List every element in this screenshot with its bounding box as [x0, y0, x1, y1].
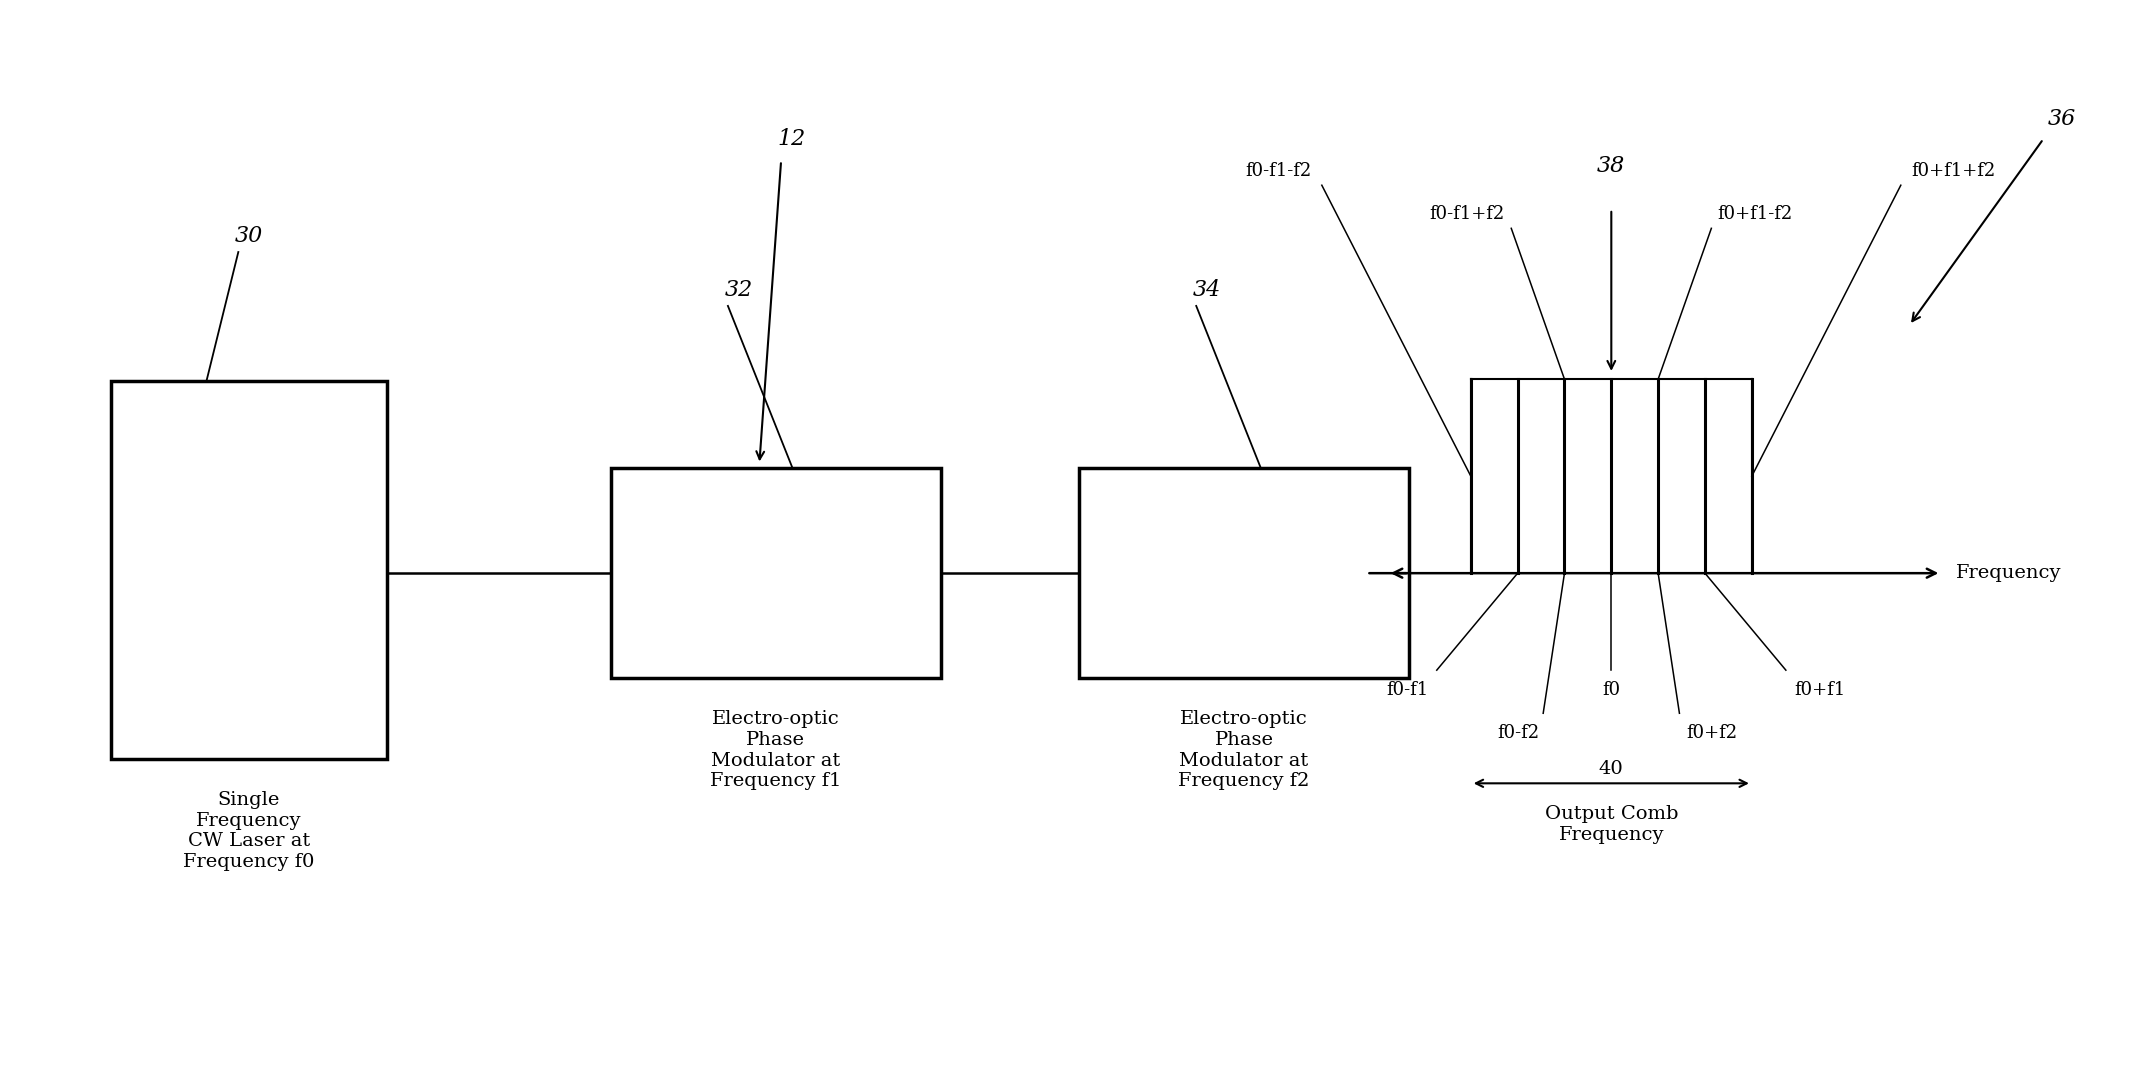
- Text: f0: f0: [1603, 681, 1620, 699]
- Text: 12: 12: [778, 128, 806, 150]
- Bar: [611, 468, 940, 678]
- Text: f0-f2: f0-f2: [1496, 724, 1539, 742]
- Text: 38: 38: [1596, 154, 1626, 177]
- Text: f0-f1: f0-f1: [1387, 681, 1428, 699]
- Text: 40: 40: [1598, 760, 1624, 778]
- Text: Electro-optic
Phase
Modulator at
Frequency f1: Electro-optic Phase Modulator at Frequen…: [709, 710, 842, 791]
- Text: 30: 30: [235, 225, 263, 247]
- Text: Electro-optic
Phase
Modulator at
Frequency f2: Electro-optic Phase Modulator at Frequen…: [1177, 710, 1310, 791]
- Text: 34: 34: [1192, 278, 1220, 301]
- Bar: [111, 381, 387, 758]
- Text: Single
Frequency
CW Laser at
Frequency f0: Single Frequency CW Laser at Frequency f…: [184, 791, 314, 871]
- Text: 32: 32: [724, 278, 752, 301]
- Text: f0+f2: f0+f2: [1686, 724, 1737, 742]
- Text: f0-f1+f2: f0-f1+f2: [1430, 205, 1504, 223]
- Bar: [1079, 468, 1408, 678]
- Text: Frequency: Frequency: [1955, 564, 2062, 582]
- Text: f0+f1-f2: f0+f1-f2: [1718, 205, 1793, 223]
- Text: f0-f1-f2: f0-f1-f2: [1246, 162, 1312, 180]
- Text: 36: 36: [2047, 109, 2075, 130]
- Text: Output Comb
Frequency: Output Comb Frequency: [1545, 805, 1678, 844]
- Text: f0+f1+f2: f0+f1+f2: [1910, 162, 1996, 180]
- Text: f0+f1: f0+f1: [1795, 681, 1846, 699]
